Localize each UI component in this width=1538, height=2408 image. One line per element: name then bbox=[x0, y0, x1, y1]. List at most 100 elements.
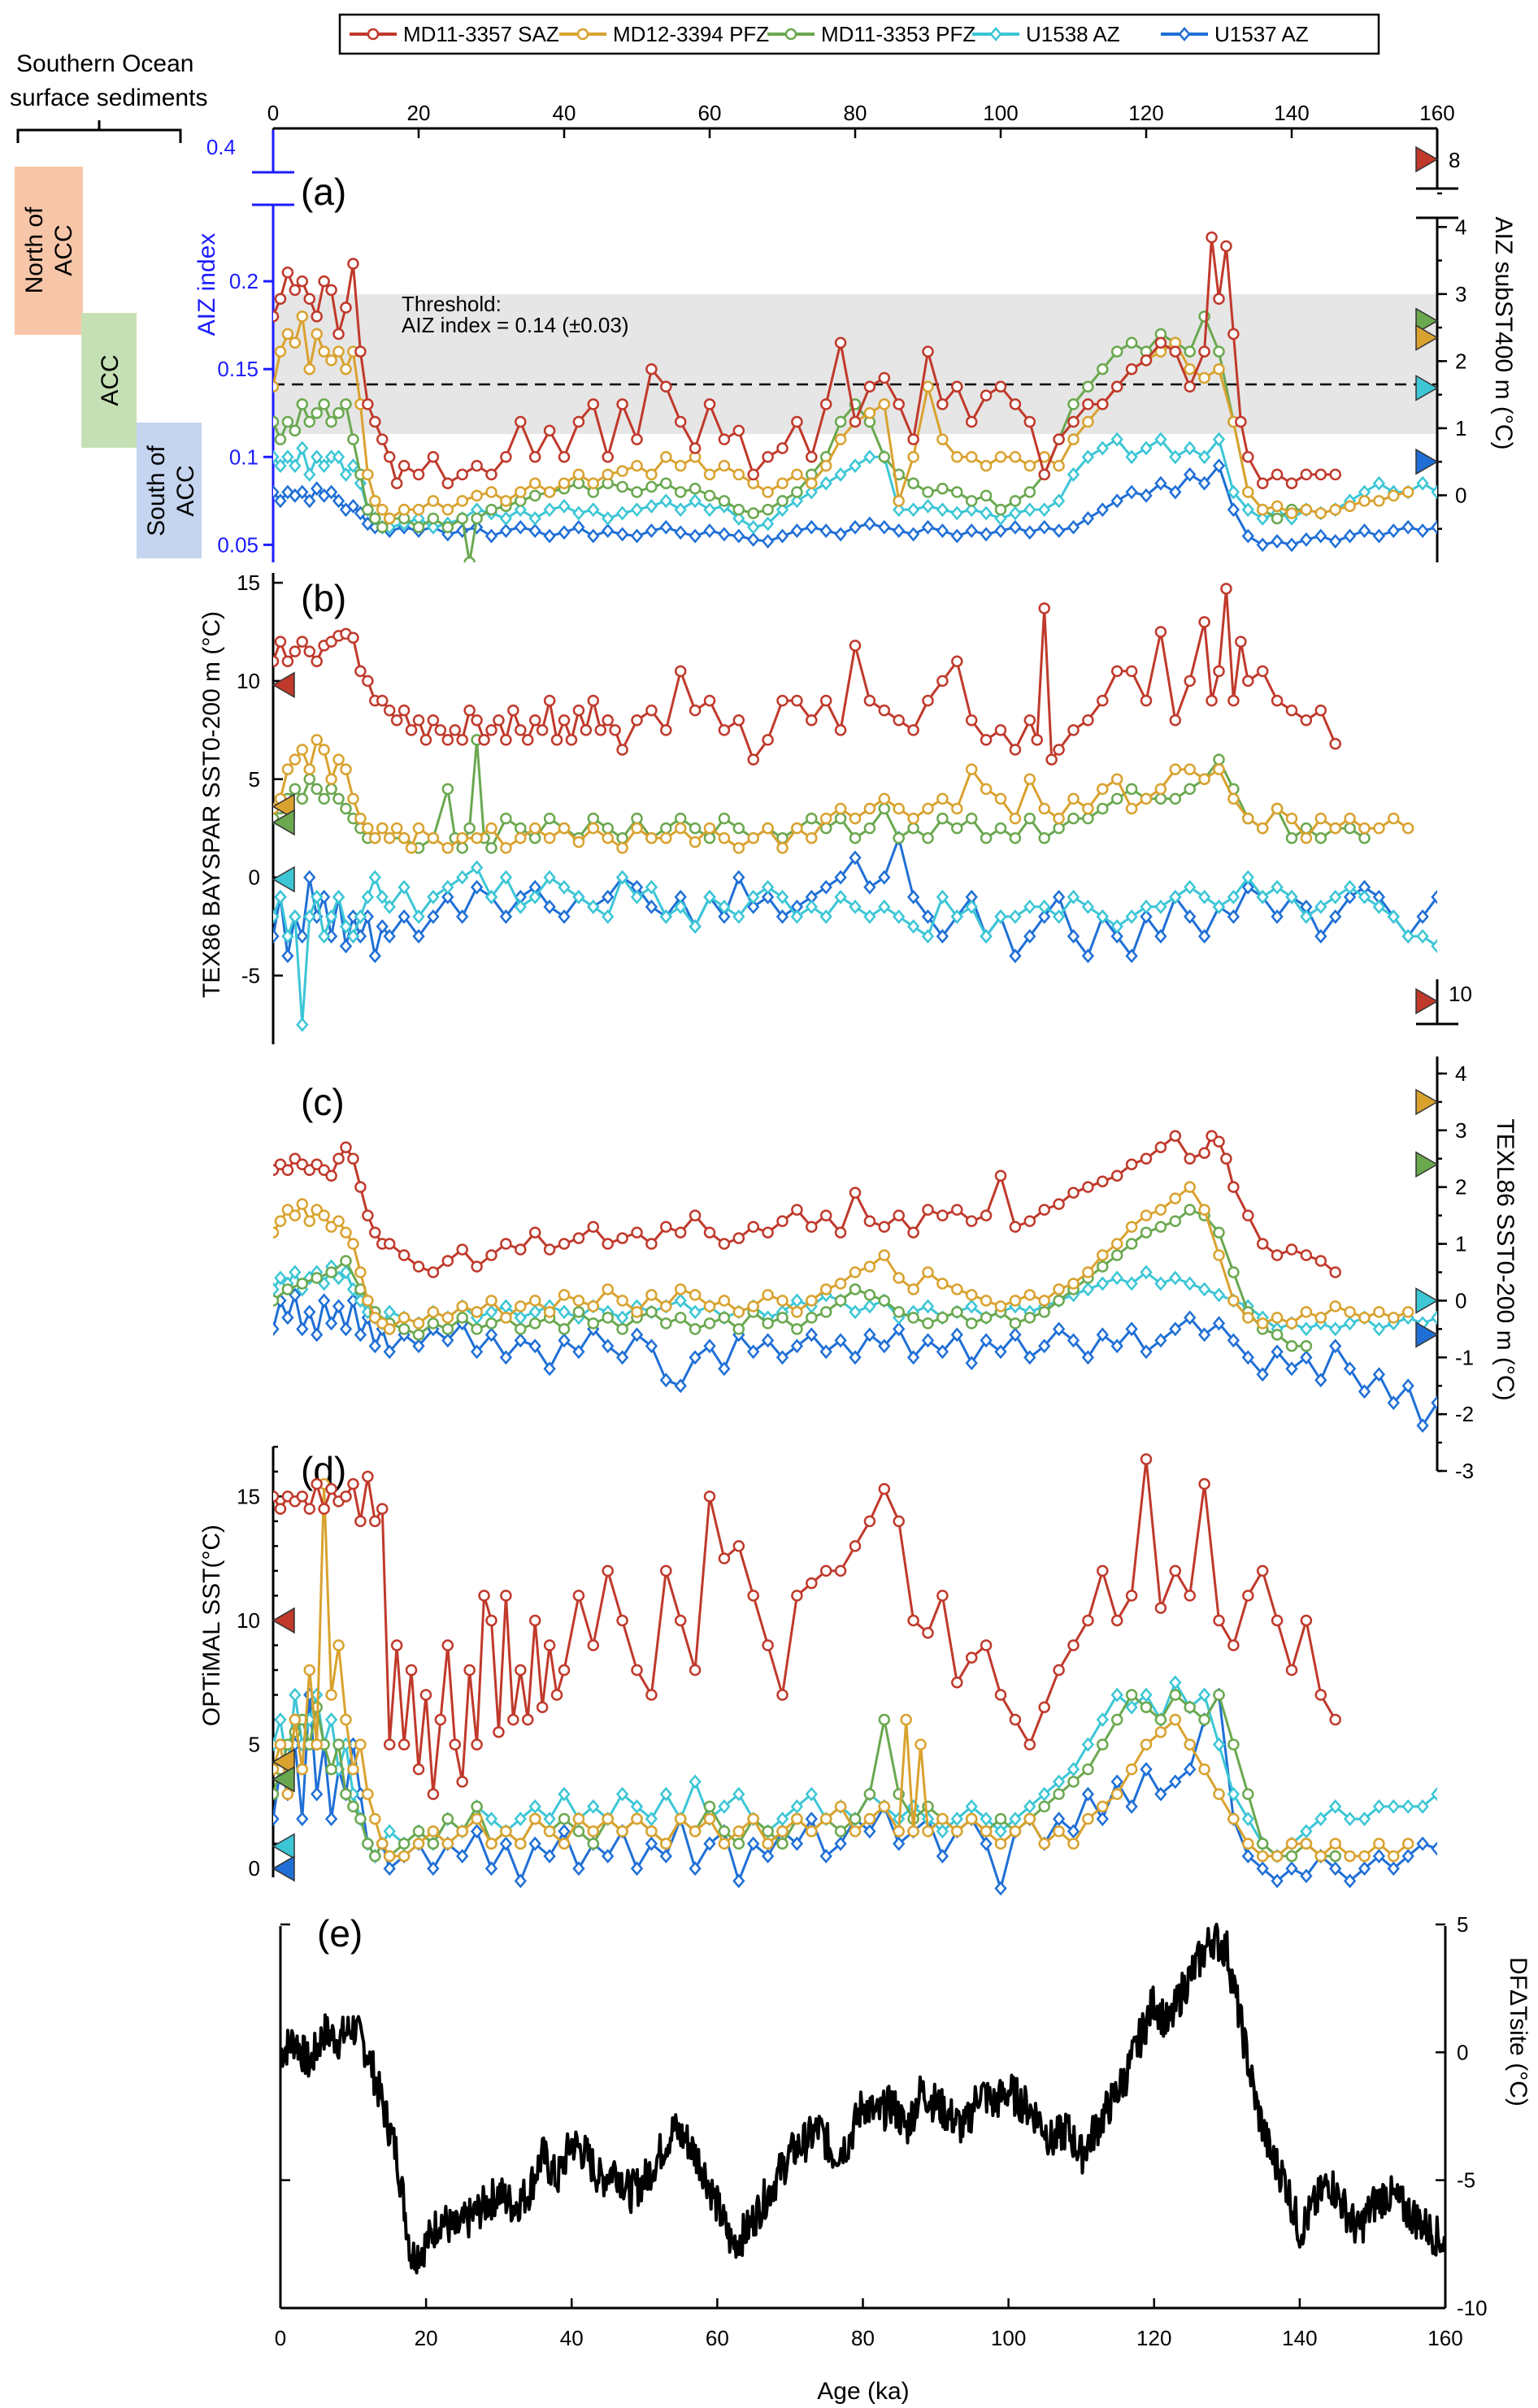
data-point-md11-3353-pfz bbox=[806, 1312, 818, 1324]
data-point-md11-3353-pfz bbox=[718, 812, 731, 825]
e-right-tick-label: 0 bbox=[1457, 2040, 1468, 2064]
data-point-md11-3357-saz bbox=[550, 734, 563, 746]
data-point-md11-3357-saz bbox=[1206, 231, 1218, 244]
data-point-u1538-az bbox=[965, 1798, 978, 1814]
data-point-md11-3357-saz bbox=[1198, 345, 1210, 358]
data-point-u1538-az bbox=[1125, 1276, 1138, 1291]
data-point-md11-3357-saz bbox=[863, 1215, 876, 1227]
data-point-md12-3394-pfz bbox=[1285, 507, 1298, 519]
data-point-u1537-az bbox=[456, 1849, 469, 1863]
data-point-md11-3357-saz bbox=[1169, 1564, 1182, 1577]
data-point-md12-3394-pfz bbox=[325, 354, 337, 367]
data-point-md11-3357-saz bbox=[500, 1238, 512, 1250]
data-point-u1538-az bbox=[1169, 889, 1182, 905]
data-point-md11-3357-saz bbox=[536, 1701, 549, 1714]
data-point-md12-3394-pfz bbox=[878, 792, 891, 805]
data-point-md12-3394-pfz bbox=[849, 1825, 862, 1837]
bottom-tick-label: 80 bbox=[851, 2326, 875, 2350]
data-point-u1537-az bbox=[1343, 889, 1357, 905]
data-point-md11-3353-pfz bbox=[1038, 1306, 1050, 1318]
data-point-md11-3357-saz bbox=[878, 1221, 891, 1233]
data-point-md11-3357-saz bbox=[1154, 336, 1167, 349]
data-point-md11-3357-saz bbox=[1140, 1152, 1153, 1165]
data-point-u1537-az bbox=[1140, 909, 1153, 924]
data-point-md11-3353-pfz bbox=[1285, 1340, 1298, 1352]
data-point-u1537-az bbox=[906, 1350, 920, 1365]
data-point-u1537-az bbox=[936, 929, 949, 944]
data-point-md11-3353-pfz bbox=[762, 1825, 774, 1837]
surface-marker-md11-3357-saz bbox=[272, 671, 295, 699]
data-point-md11-3357-saz bbox=[1023, 1215, 1036, 1227]
data-point-u1537-az bbox=[273, 1811, 280, 1827]
data-point-md11-3357-saz bbox=[390, 477, 403, 489]
data-point-md12-3394-pfz bbox=[1213, 362, 1225, 375]
data-point-md12-3394-pfz bbox=[528, 1812, 541, 1825]
data-point-u1537-az bbox=[427, 1861, 440, 1877]
data-point-md11-3357-saz bbox=[1184, 1152, 1196, 1165]
data-point-u1537-az bbox=[776, 1350, 789, 1365]
data-point-u1537-az bbox=[718, 527, 731, 542]
data-point-md11-3353-pfz bbox=[273, 415, 280, 428]
data-point-md11-3357-saz bbox=[572, 704, 585, 717]
data-point-u1537-az bbox=[1096, 502, 1109, 518]
a-left-axis-title: AIZ index bbox=[193, 233, 220, 336]
data-point-md12-3394-pfz bbox=[485, 486, 497, 498]
data-point-md11-3357-saz bbox=[718, 724, 731, 736]
data-point-u1537-az bbox=[470, 1344, 484, 1360]
data-point-md11-3353-pfz bbox=[427, 1317, 440, 1330]
data-point-u1538-az bbox=[878, 899, 891, 914]
data-point-u1538-az bbox=[274, 1270, 287, 1286]
legend: MD11-3357 SAZ MD12-3394 PFZ MD11-3353 PFZ U… bbox=[338, 13, 1380, 55]
data-point-md11-3357-saz bbox=[936, 1590, 949, 1602]
data-point-u1537-az bbox=[528, 523, 541, 539]
data-point-md12-3394-pfz bbox=[776, 1295, 789, 1307]
data-point-md11-3353-pfz bbox=[1271, 512, 1284, 525]
data-point-u1538-az bbox=[936, 889, 949, 905]
data-point-u1537-az bbox=[558, 525, 571, 540]
data-point-md11-3357-saz bbox=[1206, 694, 1218, 707]
data-point-md11-3353-pfz bbox=[951, 486, 963, 498]
data-point-u1538-az bbox=[645, 879, 658, 895]
data-point-md12-3394-pfz bbox=[951, 802, 963, 815]
panel-e-label: (e) bbox=[317, 1912, 363, 1955]
data-point-md11-3357-saz bbox=[274, 636, 287, 648]
legend-label-u1537-az: U1537 AZ bbox=[1214, 22, 1309, 46]
data-point-md11-3357-saz bbox=[1314, 1689, 1327, 1701]
data-point-u1537-az bbox=[1329, 1339, 1342, 1354]
data-point-md12-3394-pfz bbox=[660, 1300, 672, 1312]
data-point-u1538-az bbox=[1401, 929, 1414, 944]
data-point-md11-3357-saz bbox=[383, 1238, 396, 1250]
data-point-md12-3394-pfz bbox=[456, 1300, 468, 1312]
data-point-u1537-az bbox=[906, 889, 920, 905]
data-point-md12-3394-pfz bbox=[718, 1295, 731, 1307]
data-point-md11-3357-saz bbox=[325, 284, 337, 297]
data-point-u1537-az bbox=[630, 1327, 644, 1343]
data-point-u1538-az bbox=[1401, 1798, 1414, 1814]
data-point-md11-3353-pfz bbox=[515, 822, 527, 835]
bottom-tick-label: 0 bbox=[275, 2326, 286, 2350]
bottom-tick-label: 160 bbox=[1427, 2326, 1462, 2350]
data-point-u1537-az bbox=[1401, 519, 1414, 535]
data-point-md12-3394-pfz bbox=[471, 489, 483, 502]
data-point-md12-3394-pfz bbox=[528, 1295, 541, 1307]
data-point-u1537-az bbox=[602, 523, 615, 539]
data-point-u1538-az bbox=[1110, 432, 1123, 447]
data-point-md12-3394-pfz bbox=[965, 451, 978, 463]
data-point-md11-3357-saz bbox=[303, 293, 315, 305]
data-point-md11-3353-pfz bbox=[1125, 1238, 1138, 1250]
data-point-md12-3394-pfz bbox=[1256, 1850, 1269, 1863]
data-point-md11-3357-saz bbox=[1110, 1614, 1123, 1627]
data-point-u1538-az bbox=[1212, 1287, 1226, 1303]
bottom-tick-label: 100 bbox=[991, 2326, 1026, 2350]
data-point-md11-3357-saz bbox=[456, 734, 468, 746]
data-point-md11-3357-saz bbox=[398, 1738, 411, 1751]
data-point-u1537-az bbox=[1081, 948, 1095, 964]
data-point-u1538-az bbox=[499, 511, 513, 526]
data-point-u1538-az bbox=[499, 870, 513, 885]
data-point-md12-3394-pfz bbox=[1388, 1850, 1400, 1863]
data-point-md12-3394-pfz bbox=[485, 1295, 497, 1307]
data-point-md11-3357-saz bbox=[893, 1515, 905, 1528]
data-point-u1537-az bbox=[368, 1339, 381, 1354]
data-point-md12-3394-pfz bbox=[369, 1812, 381, 1825]
data-point-u1538-az bbox=[1314, 1811, 1327, 1827]
